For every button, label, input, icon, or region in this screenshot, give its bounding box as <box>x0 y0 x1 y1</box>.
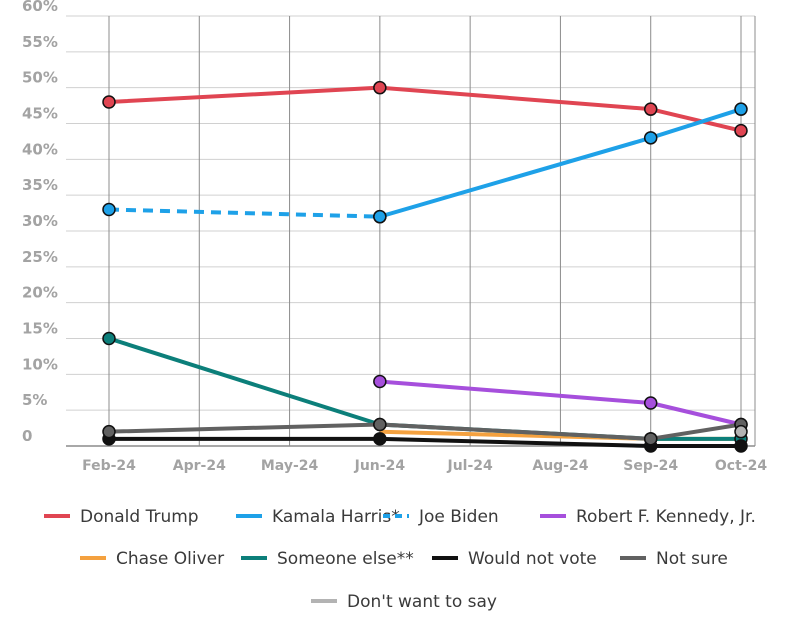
data-point-robert-f-kennedy-jr <box>643 396 658 410</box>
series-markers <box>102 80 748 453</box>
legend-label: Donald Trump <box>80 507 199 527</box>
data-point-kamala-harris <box>643 131 658 145</box>
data-point-joe-biden <box>102 202 116 217</box>
series-line-joe-biden <box>108 207 380 219</box>
series-line-not-sure <box>108 422 742 441</box>
data-point-would-not-vote <box>373 432 387 446</box>
y-tick-label: 10% <box>22 355 58 373</box>
data-point-not-sure <box>102 424 116 439</box>
y-tick-label: 40% <box>22 140 58 158</box>
data-point-would-not-vote <box>734 439 748 453</box>
legend-item-chase-oliver: Chase Oliver <box>80 549 224 569</box>
legend-item-donald-trump: Donald Trump <box>44 507 199 527</box>
y-tick-label: 5% <box>22 391 47 409</box>
x-tick-label: Aug-24 <box>532 458 588 474</box>
legend-item-robert-f-kennedy-jr: Robert F. Kennedy, Jr. <box>540 507 756 527</box>
x-tick-label: Sep-24 <box>623 458 678 474</box>
data-point-someone-else <box>102 331 116 346</box>
legend-item-not-sure: Not sure <box>620 549 728 569</box>
series-line-would-not-vote <box>109 436 741 448</box>
x-tick-label: Jul-24 <box>447 458 494 474</box>
y-tick-label: 50% <box>22 69 58 87</box>
data-point-kamala-harris <box>734 102 748 116</box>
x-tick-label: May-24 <box>261 458 319 474</box>
legend-item-joe-biden: Joe Biden <box>383 507 499 527</box>
data-point-robert-f-kennedy-jr <box>373 374 387 389</box>
data-point-not-sure <box>373 417 387 432</box>
data-point-donald-trump <box>643 102 658 116</box>
x-tick-label: Jun-24 <box>354 458 406 474</box>
y-tick-label: 0 <box>22 427 32 445</box>
series-line-donald-trump <box>108 85 742 133</box>
data-point-joe-biden <box>373 209 387 224</box>
legend-label: Chase Oliver <box>116 549 224 569</box>
legend-label: Kamala Harris* <box>272 507 400 527</box>
y-tick-label: 15% <box>22 320 58 338</box>
data-point-donald-trump <box>373 80 387 95</box>
grid <box>66 15 756 447</box>
legend-item-would-not-vote: Would not vote <box>432 549 597 569</box>
data-point-not-sure <box>643 432 658 446</box>
series-line-someone-else <box>108 336 741 441</box>
y-tick-label: 55% <box>22 33 58 51</box>
y-tick-label: 35% <box>22 176 58 194</box>
legend-label: Don't want to say <box>347 592 497 612</box>
series-lines <box>108 85 742 448</box>
data-point-donald-trump <box>734 123 748 138</box>
legend-label: Robert F. Kennedy, Jr. <box>576 507 756 527</box>
x-tick-label: Oct-24 <box>715 458 767 474</box>
y-tick-label: 20% <box>22 284 58 302</box>
y-tick-label: 25% <box>22 248 58 266</box>
legend: Donald Trump Kamala Harris* Joe Biden Rober… <box>44 507 756 612</box>
legend-item-kamala-harris: Kamala Harris* <box>236 507 400 527</box>
y-tick-label: 30% <box>22 212 58 230</box>
data-point-don-t-want-to-say <box>734 424 748 439</box>
legend-label: Not sure <box>656 549 728 569</box>
legend-label: Someone else** <box>277 549 414 569</box>
legend-item-don-t-want-to-say: Don't want to say <box>311 592 497 612</box>
data-point-donald-trump <box>102 95 116 109</box>
x-tick-label: Feb-24 <box>82 458 136 474</box>
y-tick-label: 60% <box>22 0 58 15</box>
legend-label: Would not vote <box>468 549 597 569</box>
x-tick-label: Apr-24 <box>173 458 226 474</box>
legend-item-someone-else: Someone else** <box>241 549 414 569</box>
legend-label: Joe Biden <box>418 507 499 527</box>
y-tick-label: 45% <box>22 105 58 123</box>
